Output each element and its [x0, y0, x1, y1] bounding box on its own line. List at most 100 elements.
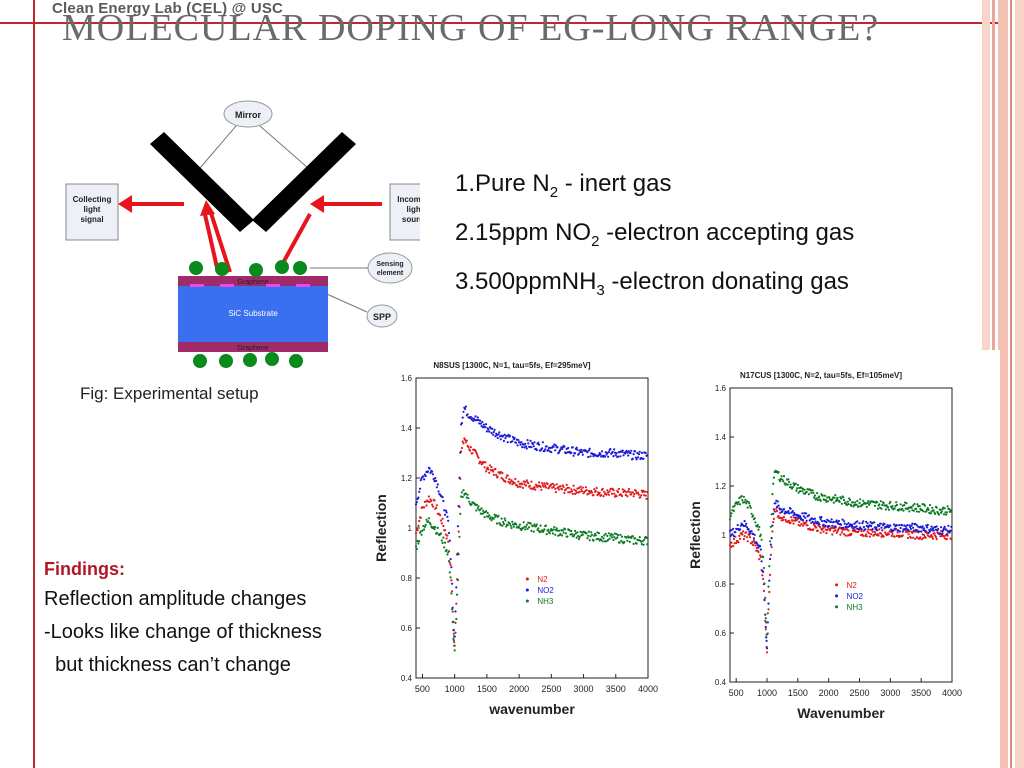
data-point [464, 492, 467, 495]
data-point [508, 482, 512, 485]
data-point [728, 518, 732, 521]
data-point [771, 530, 774, 533]
data-point [779, 480, 782, 483]
data-point [460, 446, 463, 450]
data-point [850, 504, 853, 507]
data-point [855, 503, 858, 506]
data-point [776, 500, 779, 503]
y-tick-label: 1.4 [715, 433, 727, 442]
data-point [750, 512, 753, 515]
data-point [816, 492, 819, 495]
data-point [813, 496, 816, 499]
collecting-label-3: signal [80, 215, 103, 224]
data-point [743, 501, 746, 504]
data-point [758, 558, 761, 561]
data-point [755, 542, 759, 545]
data-point [730, 529, 733, 532]
data-point [575, 536, 578, 539]
data-point [769, 573, 772, 576]
data-point [947, 524, 950, 527]
data-point [805, 490, 808, 494]
data-point [442, 524, 445, 528]
data-point [433, 480, 436, 483]
data-point [553, 526, 556, 529]
data-point [811, 489, 814, 492]
data-point [641, 540, 644, 543]
data-point [487, 468, 490, 471]
data-point [620, 535, 624, 538]
data-point [442, 536, 445, 539]
data-point [446, 553, 449, 556]
data-point [767, 585, 770, 588]
data-point [865, 505, 868, 508]
data-point [813, 517, 816, 520]
data-point [893, 507, 896, 510]
data-point [899, 526, 902, 530]
data-point [488, 430, 491, 433]
data-point [852, 527, 855, 531]
data-point [590, 491, 594, 494]
beam-arrow-out [118, 195, 132, 213]
data-point [834, 494, 837, 497]
data-point [427, 520, 430, 523]
data-point [604, 532, 607, 535]
data-point [878, 503, 881, 506]
y-axis-label: Reflection [373, 494, 389, 562]
data-point [616, 536, 619, 539]
data-point [475, 451, 478, 454]
data-point [625, 449, 628, 452]
y-tick-label: 0.6 [401, 624, 413, 633]
data-point [461, 495, 464, 499]
data-point [606, 489, 609, 492]
data-point [613, 536, 616, 539]
data-point [877, 534, 880, 537]
data-point [757, 550, 760, 554]
data-point [912, 509, 915, 512]
graphene-bottom-layer [178, 342, 328, 352]
data-point [475, 509, 478, 512]
data-point [768, 565, 771, 568]
data-point [844, 501, 847, 504]
data-point [937, 528, 940, 531]
data-point [834, 500, 838, 503]
data-point [761, 574, 764, 577]
data-point [587, 449, 590, 452]
data-point [439, 514, 442, 517]
data-point [589, 535, 592, 538]
data-point [503, 433, 506, 436]
data-point [777, 471, 780, 474]
incoming-label-3: source [402, 215, 420, 224]
data-point [920, 530, 923, 533]
data-point [950, 510, 953, 513]
data-point [770, 545, 773, 549]
data-point [511, 436, 515, 439]
data-point [432, 525, 435, 529]
data-point [871, 530, 874, 533]
data-point [770, 513, 773, 516]
data-point [930, 534, 933, 537]
data-point [441, 496, 444, 499]
data-point [543, 450, 546, 453]
data-point [764, 613, 767, 616]
data-point [931, 506, 934, 509]
data-point [496, 436, 499, 440]
data-point [762, 589, 765, 592]
mirror-label: Mirror [235, 110, 262, 120]
data-point [746, 540, 749, 543]
data-point [513, 481, 516, 485]
data-point [866, 522, 869, 525]
data-point [895, 503, 898, 507]
data-point [901, 507, 904, 510]
data-point [742, 537, 745, 541]
data-point [901, 534, 904, 537]
data-point [850, 532, 853, 535]
data-point [642, 457, 645, 460]
data-point [524, 528, 527, 531]
data-point [455, 586, 458, 589]
data-point [842, 526, 845, 529]
data-point [795, 489, 798, 492]
data-point [807, 493, 810, 496]
data-point [754, 521, 757, 524]
data-point [801, 519, 805, 522]
data-point [791, 510, 794, 513]
